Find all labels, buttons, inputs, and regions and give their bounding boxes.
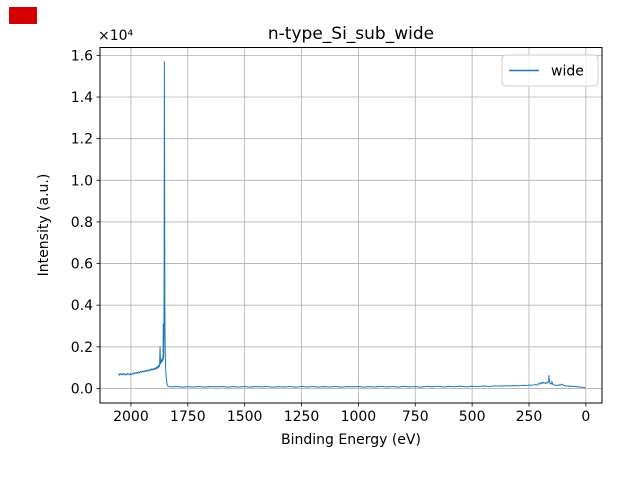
data-series — [118, 61, 586, 389]
legend-box — [501, 54, 599, 87]
y-axis-label: Intensity (a.u.) — [36, 174, 52, 277]
x-tick-label: 1750 — [170, 409, 206, 425]
x-tick-label: 250 — [516, 409, 543, 425]
legend: wide — [501, 54, 599, 87]
y-axis-offset-text: ×10⁴ — [98, 28, 134, 44]
axis-ticks: 2000 1750 1500 1250 1000 750 500 250 0 0.0 0.2 0.4 0… — [71, 48, 591, 425]
x-tick-label: 1250 — [284, 409, 320, 425]
chart-title: n-type_Si_sub_wide — [268, 24, 434, 44]
y-tick-label: 1.0 — [71, 173, 93, 189]
x-axis-label: Binding Energy (eV) — [281, 432, 421, 448]
legend-entry-label: wide — [551, 64, 584, 80]
y-tick-label: 1.2 — [71, 132, 93, 148]
x-tick-label: 500 — [459, 409, 486, 425]
x-tick-label: 1500 — [227, 409, 263, 425]
x-tick-label: 750 — [402, 409, 429, 425]
x-tick-label: 1000 — [341, 409, 377, 425]
red-marker — [9, 7, 37, 24]
spectrum-line-wide — [118, 61, 586, 389]
y-tick-label: 0.0 — [71, 381, 93, 397]
y-tick-label: 1.4 — [71, 90, 93, 106]
y-tick-label: 1.6 — [71, 48, 93, 64]
x-tick-label: 2000 — [113, 409, 149, 425]
y-tick-label: 0.8 — [71, 215, 93, 231]
plot-area-frame — [99, 47, 603, 404]
x-tick-label: 0 — [581, 409, 590, 425]
y-tick-label: 0.6 — [71, 257, 93, 273]
y-tick-label: 0.4 — [71, 298, 93, 314]
y-tick-label: 0.2 — [71, 340, 93, 356]
grid-lines — [100, 47, 602, 403]
